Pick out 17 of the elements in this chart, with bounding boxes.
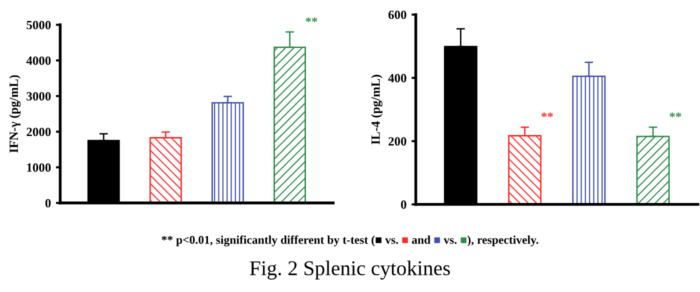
y-tick-label: 0 — [401, 200, 406, 209]
y-tick-label: 4000 — [26, 56, 51, 65]
data-label: ** — [542, 112, 553, 118]
y-tick-label: 3000 — [26, 92, 51, 101]
y-tick-label: 0 — [45, 198, 51, 208]
data-label: ** — [670, 112, 682, 118]
text: ** p<0.01, significantly different by t-test (■ vs. ■ and ■ vs. ■), respectively. — [162, 235, 538, 246]
y-tick-label: 400 — [388, 74, 406, 82]
y-axis-title: IFN-γ (pg/mL) — [9, 75, 21, 153]
y-tick-label: 2000 — [26, 128, 51, 136]
y-tick-label: 1000 — [27, 163, 51, 172]
y-tick-label: 600 — [388, 10, 406, 20]
caption: Fig. 2 Splenic cytokines — [250, 260, 450, 280]
y-axis-title: IL-4 (pg/mL) — [371, 74, 382, 144]
y-tick-label: 200 — [388, 137, 406, 146]
data-label: ** — [306, 17, 318, 22]
y-tick-label: 5000 — [26, 20, 51, 30]
